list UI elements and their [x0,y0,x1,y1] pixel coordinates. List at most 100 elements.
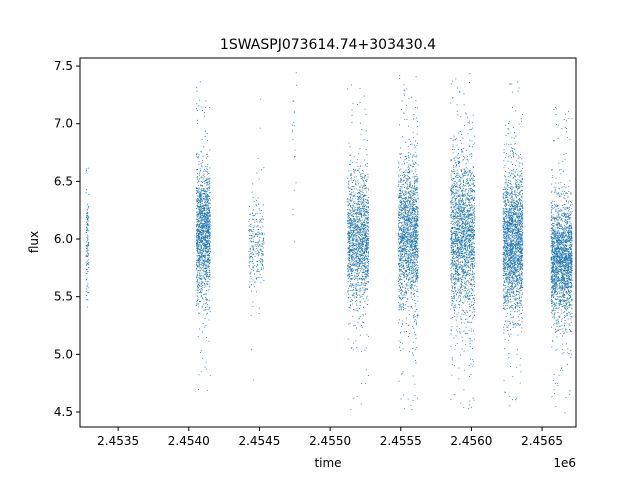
data-point [404,119,406,120]
data-point [250,276,252,277]
data-point [398,239,400,240]
data-point [208,208,210,210]
data-point [410,272,412,274]
data-point [209,149,211,151]
data-point [208,246,210,248]
data-point [352,239,353,241]
data-point [351,200,353,201]
data-point [352,243,354,245]
data-point [406,262,408,264]
data-point [353,210,355,212]
data-point [351,299,353,300]
data-point [412,195,413,197]
data-point [362,201,364,203]
data-point [357,220,359,222]
data-point [259,260,261,262]
data-point [360,165,361,167]
data-point [206,223,208,225]
data-point [355,234,357,236]
data-point [361,129,363,131]
data-point [197,336,199,338]
data-point [405,273,407,275]
data-point [352,295,354,297]
data-point [352,186,354,187]
data-point [203,266,205,268]
data-point [403,249,405,251]
data-point [417,250,419,252]
data-point [350,231,352,232]
data-point [401,234,403,236]
data-point [249,235,250,236]
data-point [208,257,210,259]
data-point [87,219,89,221]
data-point [197,299,199,301]
data-point [249,214,251,216]
data-point [262,261,263,263]
data-point [357,214,359,215]
data-point [413,257,415,259]
data-point [198,240,200,242]
data-point [351,257,352,259]
data-point [416,180,418,182]
data-point [197,213,199,215]
data-point [365,347,367,349]
data-point [198,262,200,264]
data-point [410,280,412,282]
data-point [206,259,208,261]
data-point [359,193,361,194]
data-point [412,131,414,133]
data-point [261,243,263,244]
data-point [401,175,403,176]
data-point [356,273,357,275]
data-point [362,249,363,251]
data-point [398,224,399,226]
data-point [403,234,405,236]
data-point [355,340,357,342]
data-point [204,203,206,205]
data-point [208,220,210,222]
data-point [413,193,415,194]
data-point [405,177,407,179]
data-point [207,243,209,245]
data-point [251,235,252,237]
data-point [361,255,362,256]
data-point [417,239,419,241]
data-point [414,144,415,146]
data-point [352,244,354,246]
data-point [202,265,204,267]
data-point [199,291,201,293]
data-point [401,266,402,268]
data-point [407,230,409,231]
data-point [205,249,207,251]
data-point [414,181,416,183]
data-point [258,246,259,248]
data-point [200,257,202,259]
data-point [360,174,361,176]
data-point [258,203,259,205]
data-point [415,212,417,214]
data-point [209,236,211,237]
data-point [411,265,412,267]
data-point [410,235,412,237]
data-point [87,245,89,247]
data-point [414,311,416,313]
data-point [360,228,362,230]
data-point [348,233,350,235]
data-point [197,230,199,232]
data-point [410,237,412,239]
data-point [206,302,207,304]
data-point [353,253,355,255]
data-point [350,249,352,250]
data-point [351,214,353,216]
data-point [258,208,260,210]
data-point [401,228,402,230]
data-point [402,287,404,288]
data-point [198,214,200,216]
data-point [359,229,361,231]
data-point [365,114,367,115]
data-point [200,180,202,182]
data-point [399,195,401,197]
data-point [366,210,368,212]
data-point [204,283,205,284]
data-point [198,157,199,159]
